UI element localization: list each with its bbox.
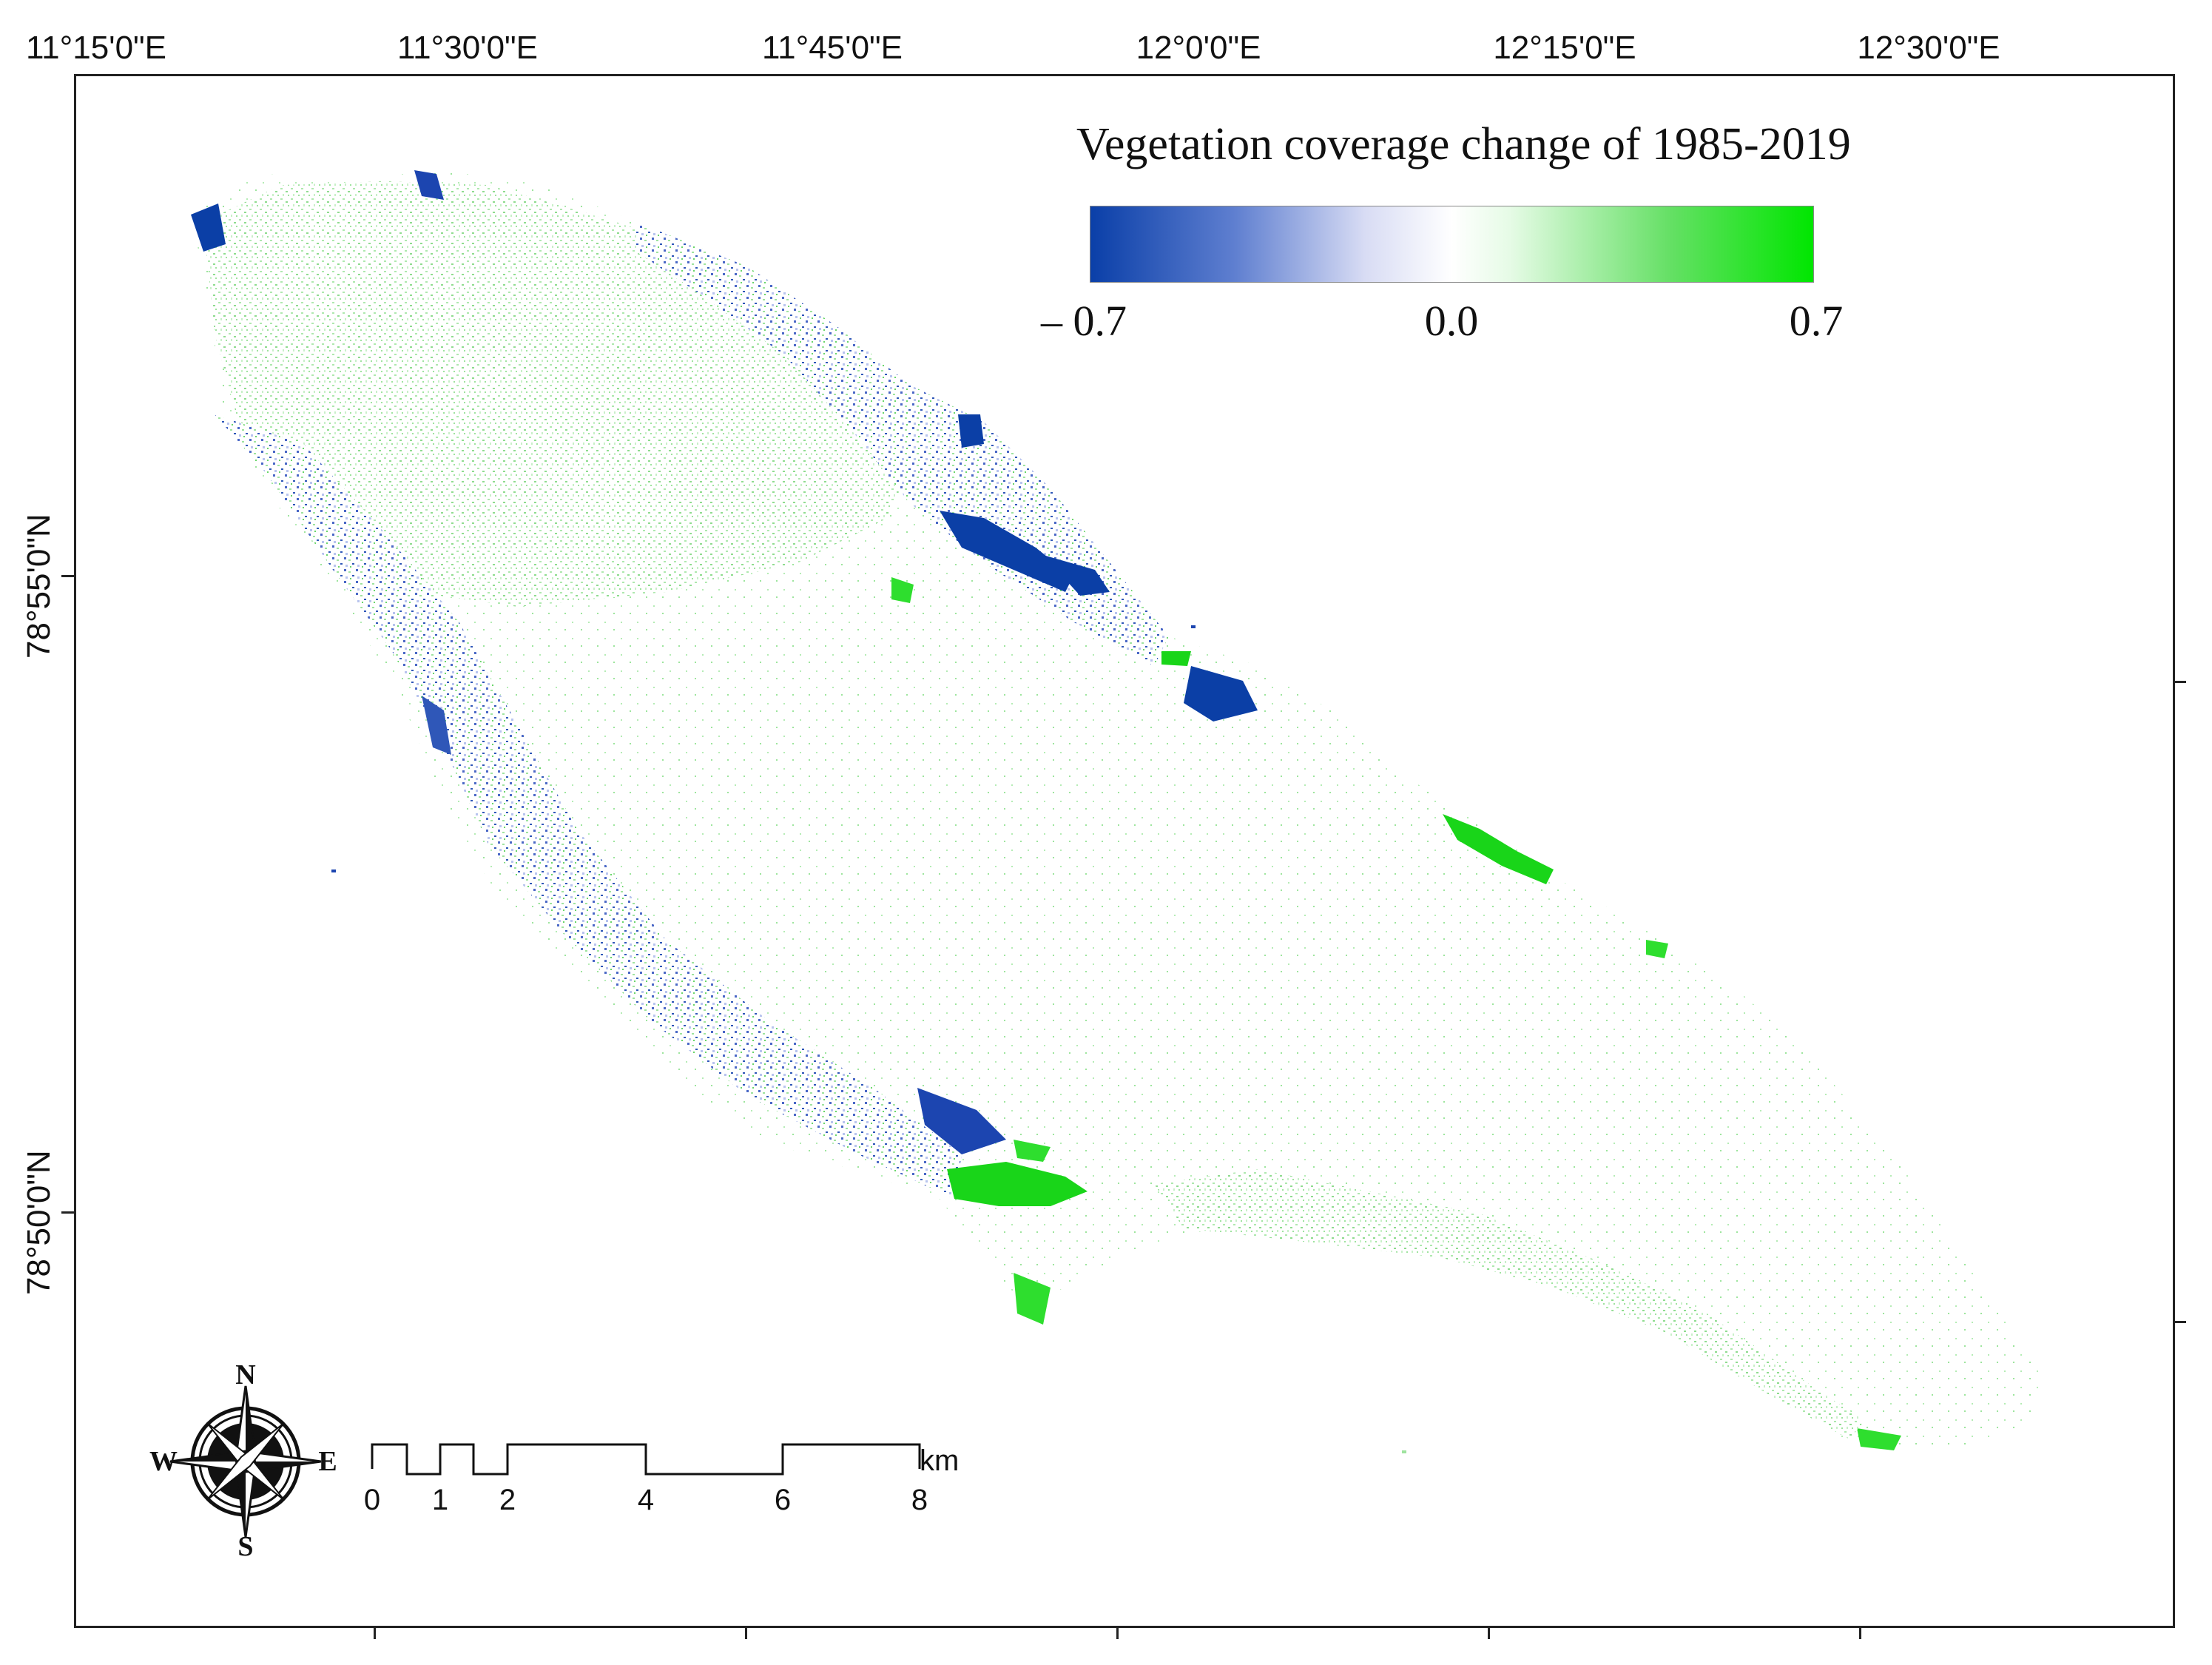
scale-unit-label: km — [920, 1444, 960, 1477]
lon-tick-bottom-2 — [745, 1626, 747, 1639]
compass-w-label: W — [149, 1446, 178, 1477]
region-south-coast-green — [1154, 1169, 1864, 1439]
legend-min-label: – 0.7 — [1041, 297, 1127, 345]
blue-accent-9 — [422, 696, 451, 755]
longitude-label-6: 12°30'0"E — [1857, 30, 2000, 66]
scale-bar — [371, 1443, 921, 1476]
green-accent-3 — [947, 1162, 1088, 1206]
lon-tick-bottom-3 — [1116, 1626, 1119, 1639]
blue-accent-1 — [940, 511, 1073, 592]
green-accent-5 — [1646, 940, 1668, 958]
scale-label-0: 0 — [363, 1484, 381, 1516]
blue-accent-2 — [1043, 555, 1110, 596]
scale-label-1: 1 — [431, 1484, 449, 1516]
scatter-dot-1 — [331, 870, 336, 872]
legend-mid-label: 0.0 — [1424, 297, 1479, 345]
green-accent-8 — [1014, 1273, 1051, 1325]
legend-title: Vegetation coverage change of 1985-2019 — [1076, 119, 1851, 169]
lat-tick-right-2 — [2173, 1321, 2186, 1323]
scatter-dot-2 — [1191, 625, 1196, 628]
region-west-coast-mixed — [215, 414, 962, 1199]
scale-label-6: 6 — [774, 1484, 792, 1516]
longitude-label-5: 12°15'0"E — [1493, 30, 1636, 66]
lat-tick-right-1 — [2173, 681, 2186, 683]
longitude-label-2: 11°30'0"E — [397, 30, 539, 66]
scale-label-2: 2 — [499, 1484, 516, 1516]
compass-n-label: N — [235, 1359, 256, 1390]
green-accent-1 — [1161, 651, 1191, 666]
lat-tick-left-1 — [61, 575, 75, 577]
legend-max-label: 0.7 — [1789, 297, 1844, 345]
green-accent-6 — [1857, 1428, 1901, 1450]
lon-tick-bottom-5 — [1859, 1626, 1861, 1639]
green-accent-7 — [891, 577, 914, 603]
lon-tick-bottom-1 — [374, 1626, 376, 1639]
green-accent-2 — [1443, 814, 1554, 884]
longitude-label-3: 11°45'0"E — [761, 30, 903, 66]
scale-label-8: 8 — [911, 1484, 928, 1516]
legend-color-ramp — [1090, 206, 1814, 283]
compass-e-label: E — [318, 1446, 337, 1477]
blue-accent-6 — [414, 170, 444, 200]
lon-tick-bottom-4 — [1488, 1626, 1490, 1639]
blue-accent-4 — [191, 204, 226, 252]
scatter-dot-3 — [1402, 1450, 1406, 1453]
longitude-label-4: 12°0'0"E — [1136, 30, 1261, 66]
longitude-label-1: 11°15'0"E — [25, 30, 167, 66]
compass-rose — [169, 1385, 322, 1538]
blue-accent-3 — [1184, 666, 1258, 722]
compass-s-label: S — [237, 1531, 254, 1562]
lat-tick-left-2 — [61, 1211, 75, 1214]
green-accent-4 — [1014, 1140, 1051, 1162]
blue-accent-7 — [917, 1088, 1006, 1154]
scale-label-4: 4 — [637, 1484, 655, 1516]
blue-accent-5 — [958, 414, 984, 448]
